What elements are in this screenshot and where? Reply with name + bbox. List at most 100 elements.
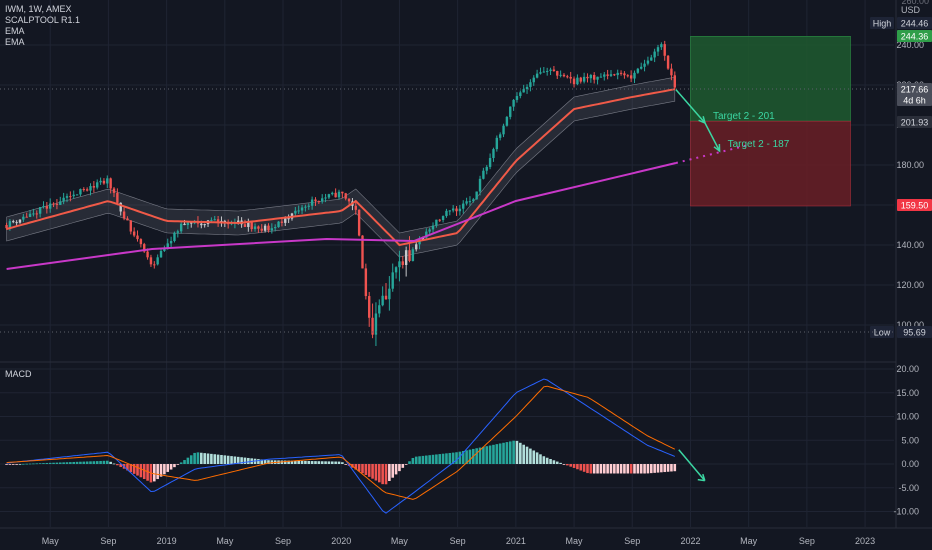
macd-histogram-bar xyxy=(408,461,411,464)
candle-body xyxy=(509,106,512,117)
macd-histogram-bar xyxy=(596,464,599,474)
candle-body xyxy=(425,231,428,238)
candle-body xyxy=(603,74,606,77)
macd-histogram-bar xyxy=(458,451,462,464)
macd-histogram-bar xyxy=(384,464,388,485)
macd-histogram-bar xyxy=(334,461,337,464)
candle-body xyxy=(96,182,99,188)
candle-body xyxy=(368,296,371,318)
symbol-title[interactable]: IWM, 1W, AMEX xyxy=(5,4,72,14)
macd-histogram-bar xyxy=(18,463,22,465)
macd-histogram-bar xyxy=(142,464,146,479)
macd-histogram-bar xyxy=(569,464,572,467)
currency-label: USD xyxy=(901,5,921,15)
candle-body xyxy=(539,72,542,74)
candle-body xyxy=(42,206,45,208)
target-annotations[interactable]: Target 2 - 201 Target 2 - 187 xyxy=(675,89,790,153)
macd-histogram-bar xyxy=(435,454,438,464)
scalptool-indicator-label[interactable]: SCALPTOOL R1.1 xyxy=(5,15,81,25)
macd-histogram-bar xyxy=(75,461,79,464)
target-level-tag-bg xyxy=(897,199,932,211)
macd-histogram-bar xyxy=(92,461,96,464)
macd-histogram-bar xyxy=(508,441,512,464)
candle-body xyxy=(267,225,270,231)
macd-histogram-bar xyxy=(337,461,341,464)
time-tick-label: Sep xyxy=(799,536,815,546)
macd-histogram-bar xyxy=(488,445,492,464)
candle-body xyxy=(132,231,136,236)
candle-body xyxy=(542,71,546,73)
candle-body xyxy=(629,75,633,79)
macd-histogram-bar xyxy=(317,461,321,464)
time-tick-label: May xyxy=(566,536,584,546)
macd-histogram-bar xyxy=(213,454,217,464)
risk-reward-zones[interactable] xyxy=(690,36,851,207)
candle-body xyxy=(421,237,425,241)
candle-body xyxy=(173,232,176,241)
chart-legend: IWM, 1W, AMEX SCALPTOOL R1.1 EMA EMA xyxy=(5,4,80,48)
macd-histogram-bar xyxy=(233,456,237,464)
macd-histogram-bar xyxy=(646,464,650,474)
candle-body xyxy=(119,202,122,212)
candle-body xyxy=(216,219,220,223)
macd-histogram-bar xyxy=(525,446,529,464)
ema-slow-label[interactable]: EMA xyxy=(5,37,25,47)
macd-histogram-bar xyxy=(502,442,505,464)
candle-body xyxy=(307,205,310,207)
candle-body xyxy=(572,78,576,85)
macd-histogram-bar xyxy=(294,460,297,464)
macd-tick-label: 0.00 xyxy=(901,459,919,469)
macd-histogram-bar xyxy=(539,454,542,464)
candle-body xyxy=(663,44,666,56)
candle-body xyxy=(247,222,250,227)
candle-body xyxy=(462,203,465,209)
candle-body xyxy=(277,221,280,228)
macd-histogram-bar xyxy=(102,460,106,464)
macd-histogram-bar xyxy=(99,460,102,464)
macd-histogram-bar xyxy=(653,464,656,473)
macd-histogram-bar xyxy=(290,460,294,464)
macd-tick-label: -5.00 xyxy=(898,483,919,493)
macd-histogram-bar xyxy=(230,456,233,464)
macd-histogram-bar xyxy=(300,460,304,464)
candle-body xyxy=(18,219,22,223)
target-level-tag: 159.50 xyxy=(901,201,929,211)
macd-histogram-bar xyxy=(270,460,274,464)
macd-histogram-bar xyxy=(586,464,589,474)
candle-body xyxy=(99,180,102,183)
candle-body xyxy=(398,261,401,268)
candle-body xyxy=(492,149,495,159)
macd-histogram-bar xyxy=(240,457,243,464)
candle-body xyxy=(361,235,364,269)
candle-body xyxy=(122,211,126,219)
candle-body xyxy=(92,186,96,188)
current-high-tag-bg xyxy=(897,30,932,42)
macd-histogram-bar xyxy=(183,460,186,464)
macd-histogram-bar xyxy=(193,452,196,464)
macd-tick-label: 15.00 xyxy=(896,388,919,398)
macd-title[interactable]: MACD xyxy=(5,369,32,379)
macd-histogram-bar xyxy=(532,450,536,464)
macd-histogram-bar xyxy=(589,464,593,474)
candle-body xyxy=(458,208,462,212)
candle-body xyxy=(465,201,468,204)
macd-histogram-bar xyxy=(45,462,49,464)
candle-body xyxy=(566,76,569,78)
macd-histogram-bar xyxy=(455,452,458,464)
candle-body xyxy=(495,137,499,150)
candle-body xyxy=(364,268,368,297)
candle-body xyxy=(49,203,52,209)
macd-histogram-bar xyxy=(361,464,364,474)
macd-histogram-bar xyxy=(519,442,522,464)
macd-histogram-bar xyxy=(196,452,200,464)
time-tick-label: Sep xyxy=(450,536,466,546)
macd-histogram-bar xyxy=(414,456,418,464)
macd-histogram-bar xyxy=(626,464,630,474)
macd-histogram-bar xyxy=(226,455,230,464)
macd-histogram-bar xyxy=(609,464,613,474)
target-label: Target 2 - 201 xyxy=(713,111,775,122)
ema-fast-label[interactable]: EMA xyxy=(5,26,25,36)
candle-body xyxy=(636,68,640,73)
candle-body xyxy=(455,208,458,212)
